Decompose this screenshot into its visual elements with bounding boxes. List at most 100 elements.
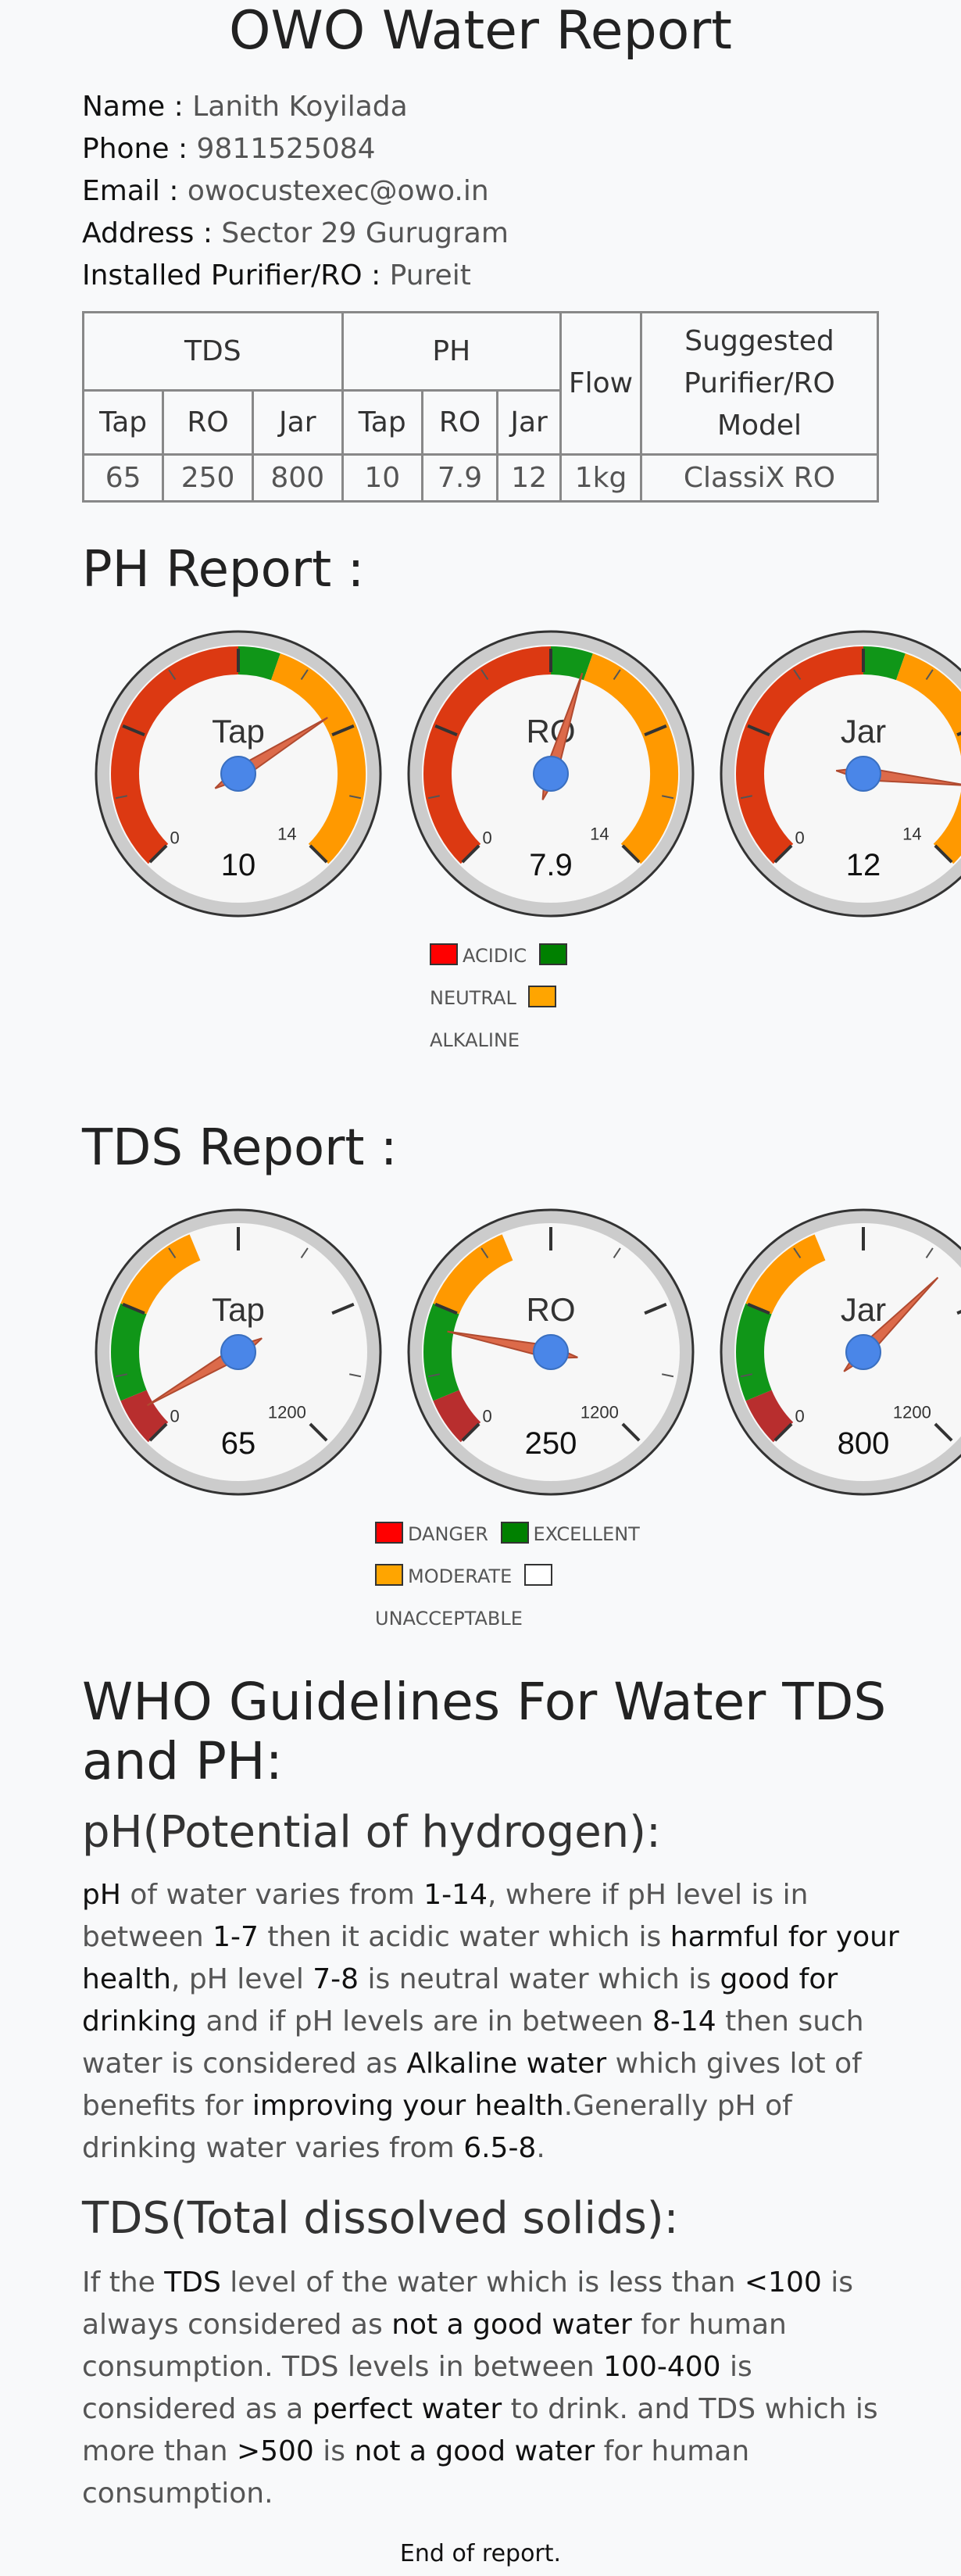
- end-of-report: End of report.: [399, 2540, 562, 2567]
- customer-info: Name : Lanith Koyilada Phone : 981152508…: [82, 86, 509, 297]
- ph-legend-line-1: ACIDIC: [430, 935, 572, 977]
- ph-text-13: 8-14: [652, 2005, 716, 2038]
- gauge-value: 65: [221, 1426, 256, 1461]
- gauge-min-label: 0: [170, 828, 180, 847]
- ph-text-1: pH: [82, 1879, 121, 1911]
- minor-tick: [613, 669, 621, 680]
- ph-text-18: .Generally pH of drinking water varies f…: [82, 2090, 792, 2164]
- major-tick: [434, 724, 458, 737]
- gauge-hub: [845, 1334, 881, 1370]
- tds-gauge-svg: Tap 0 1200 65: [95, 1208, 382, 1496]
- moderate-label: MODERATE: [408, 1565, 513, 1587]
- tds-text-8: 100-400: [603, 2351, 721, 2383]
- major-tick: [148, 1422, 168, 1442]
- phone-row: Phone : 9811525084: [82, 133, 376, 165]
- ph-text-9: 7-8: [313, 1963, 359, 1995]
- tds-gauge-ro: RO 0 1200 250: [402, 1204, 699, 1501]
- major-tick: [621, 844, 641, 864]
- gauge-min-label: 0: [170, 1406, 180, 1426]
- gauge-value: 7.9: [529, 848, 573, 882]
- alkaline-label: ALKALINE: [430, 1029, 520, 1051]
- email-row: Email : owocustexec@owo.in: [82, 175, 489, 207]
- minor-tick: [925, 1247, 934, 1258]
- minor-tick: [740, 1373, 752, 1378]
- email-label: Email: [82, 175, 160, 207]
- ph-text-17: improving your health: [252, 2090, 564, 2122]
- major-tick: [309, 1422, 328, 1442]
- gauge-hub: [220, 1334, 256, 1370]
- flow-value: 1kg: [559, 453, 642, 503]
- tds-legend-line-1: DANGER EXCELLENT: [375, 1513, 640, 1555]
- ph-band-2: [583, 653, 678, 864]
- danger-swatch: [375, 1522, 403, 1544]
- minor-tick: [115, 1373, 127, 1378]
- ph-gauge-svg: Jar 0 14 12: [720, 630, 961, 918]
- ph-subheading: pH(Potential of hydrogen):: [82, 1807, 661, 1858]
- tds-text-7: for human consumption. TDS levels in bet…: [82, 2309, 787, 2383]
- ph-text-11: good for drinking: [82, 1963, 838, 2038]
- tds-tap-header: Tap: [81, 389, 165, 456]
- ph-gauge-svg: RO0 147.9: [407, 630, 695, 918]
- tds-band-2: [745, 1234, 826, 1315]
- ph-ro-header: RO: [420, 389, 499, 456]
- acidic-swatch: [430, 943, 458, 965]
- tds-text-11: to drink. and TDS which is more than: [82, 2393, 878, 2467]
- ph-header: PH: [341, 311, 563, 392]
- minor-tick: [115, 795, 127, 800]
- gauge-max-label: 1200: [581, 1402, 619, 1422]
- tds-jar-header: Jar: [251, 389, 344, 456]
- gauge-min-label: 0: [795, 1406, 805, 1426]
- gauge-label: Tap: [212, 1291, 265, 1328]
- tds-text-5: is always considered as: [82, 2267, 853, 2341]
- minor-tick: [168, 1247, 177, 1258]
- ph-text-6: then it acidic water which is: [258, 1921, 670, 1953]
- ph-band-2: [895, 653, 961, 864]
- major-tick: [122, 724, 145, 737]
- phone-value: 9811525084: [196, 133, 376, 165]
- gauge-max-label: 14: [590, 824, 609, 843]
- tds-text-10: perfect water: [312, 2393, 502, 2425]
- minor-tick: [427, 795, 440, 800]
- minor-tick: [613, 1247, 621, 1258]
- tds-text-14: not a good water: [354, 2435, 595, 2467]
- gauge-value: 800: [838, 1426, 890, 1461]
- ph-tap-header: Tap: [341, 389, 423, 456]
- address-row: Address : Sector 29 Gurugram: [82, 217, 509, 249]
- gauge-min-label: 0: [483, 1406, 492, 1426]
- major-tick: [331, 724, 355, 737]
- ph-gauges: Tap 0 14 10 RO 0 14 7.9 Jar 0 14 12: [0, 625, 961, 922]
- major-tick: [773, 1422, 793, 1442]
- purifier-row: Installed Purifier/RO : Pureit: [82, 259, 471, 292]
- phone-label: Phone: [82, 133, 170, 165]
- gauge-max-label: 1200: [893, 1402, 931, 1422]
- ph-gauge-jar: Jar 0 14 12: [715, 625, 961, 922]
- major-tick: [461, 844, 480, 864]
- ph-report-heading: PH Report :: [82, 541, 365, 599]
- excellent-swatch: [500, 1522, 529, 1544]
- major-tick: [644, 1302, 667, 1315]
- ph-jar-header: Jar: [496, 389, 562, 456]
- tds-gauges: Tap 0 1200 65 RO 0 1200 250 Jar 0 1200 800: [0, 1204, 961, 1501]
- major-tick: [461, 1422, 480, 1442]
- ph-text-8: , pH level: [170, 1963, 313, 1995]
- ph-paragraph: pH of water varies from 1-14, where if p…: [82, 1874, 910, 2170]
- minor-tick: [480, 669, 489, 680]
- tds-text-6: not a good water: [391, 2309, 632, 2341]
- tds-legend-line-3: UNACCEPTABLE: [375, 1597, 640, 1640]
- name-value: Lanith Koyilada: [192, 91, 408, 123]
- ph-text-19: 6.5-8: [463, 2132, 537, 2164]
- ph-jar-value: 12: [496, 453, 562, 503]
- major-tick: [148, 844, 168, 864]
- tds-header: TDS: [82, 311, 344, 392]
- tds-text-15: for human consumption.: [82, 2435, 750, 2510]
- model-value: ClassiX RO: [640, 453, 879, 503]
- tds-band-0: [433, 1390, 481, 1443]
- major-tick: [934, 844, 953, 864]
- who-guidelines-heading: WHO Guidelines For Water TDS and PH:: [82, 1672, 887, 1791]
- minor-tick: [427, 1373, 440, 1378]
- ph-legend-line-2: NEUTRAL: [430, 977, 572, 1019]
- tds-ro-value: 250: [162, 453, 254, 503]
- alkaline-swatch: [528, 986, 557, 1007]
- tds-text-13: is: [313, 2435, 355, 2467]
- tds-band-2: [120, 1234, 201, 1315]
